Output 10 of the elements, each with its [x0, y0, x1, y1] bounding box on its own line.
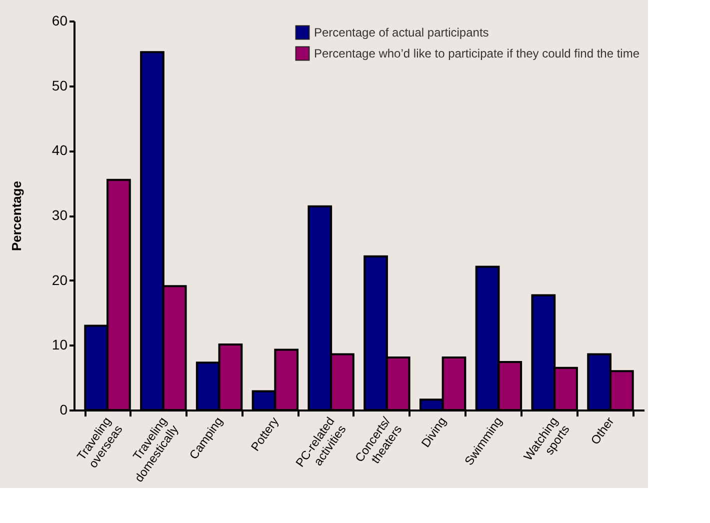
y-tick-label: 20 [52, 272, 68, 288]
y-tick-label: 60 [52, 12, 68, 28]
y-tick-label: 0 [60, 402, 68, 418]
y-tick-label: 50 [52, 77, 68, 94]
y-tick-label: 40 [52, 142, 68, 158]
y-tick-label: 10 [52, 336, 68, 353]
y-tick-label: 30 [52, 207, 68, 223]
legend-label: Percentage of actual participants [314, 26, 489, 40]
y-axis-title: Percentage [8, 180, 24, 252]
legend-label: Percentage who’d like to participate if they could find the time [314, 46, 640, 60]
